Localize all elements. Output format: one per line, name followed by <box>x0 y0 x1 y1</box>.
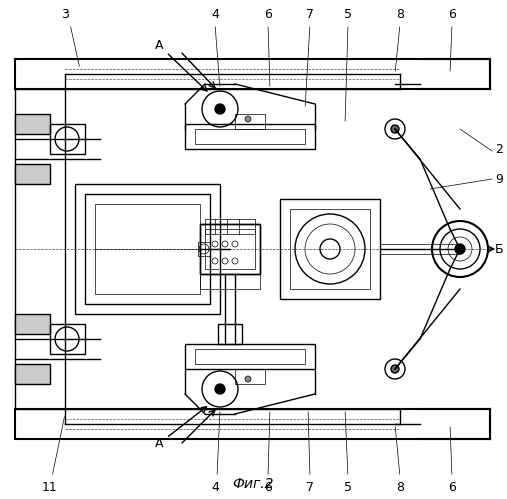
Text: Б: Б <box>495 243 503 255</box>
Bar <box>15 409 490 439</box>
Circle shape <box>245 376 251 382</box>
Text: 6: 6 <box>448 481 456 494</box>
Bar <box>200 224 260 274</box>
Bar <box>15 314 50 334</box>
Bar <box>85 194 210 304</box>
Circle shape <box>215 384 225 394</box>
Bar <box>200 224 260 274</box>
Bar <box>290 209 370 289</box>
Text: 4: 4 <box>211 8 219 21</box>
Bar <box>15 89 65 409</box>
Circle shape <box>455 244 465 254</box>
Text: Фиг.2: Фиг.2 <box>232 477 274 491</box>
Text: 5: 5 <box>344 481 352 494</box>
Circle shape <box>391 125 399 133</box>
Bar <box>195 129 305 144</box>
Bar <box>185 344 315 369</box>
Text: А: А <box>155 39 207 91</box>
Bar <box>195 349 305 364</box>
Text: 11: 11 <box>42 481 58 494</box>
Bar <box>15 364 50 384</box>
Bar <box>185 124 315 149</box>
Text: 6: 6 <box>448 8 456 21</box>
Bar <box>235 114 265 129</box>
Circle shape <box>215 104 225 114</box>
Circle shape <box>245 116 251 122</box>
Bar <box>15 59 490 89</box>
Text: 5: 5 <box>344 8 352 21</box>
Text: 7: 7 <box>306 8 314 21</box>
Bar <box>235 369 265 384</box>
Text: 9: 9 <box>495 173 503 186</box>
Text: А: А <box>155 407 206 450</box>
Bar <box>198 242 210 256</box>
Bar <box>50 124 85 154</box>
Bar <box>205 219 255 234</box>
Bar <box>280 199 380 299</box>
Bar <box>218 324 242 344</box>
Text: 6: 6 <box>264 481 272 494</box>
Bar <box>95 204 200 294</box>
Text: 7: 7 <box>306 481 314 494</box>
Bar <box>15 114 50 134</box>
Circle shape <box>391 365 399 373</box>
Bar <box>75 184 220 314</box>
Bar <box>200 274 260 289</box>
Bar <box>50 324 85 354</box>
Text: 3: 3 <box>61 8 69 21</box>
Text: 8: 8 <box>396 481 404 494</box>
Text: 6: 6 <box>264 8 272 21</box>
Text: 4: 4 <box>211 481 219 494</box>
Bar <box>15 164 50 184</box>
Text: 8: 8 <box>396 8 404 21</box>
Text: 2: 2 <box>495 143 503 156</box>
Bar <box>205 229 255 269</box>
